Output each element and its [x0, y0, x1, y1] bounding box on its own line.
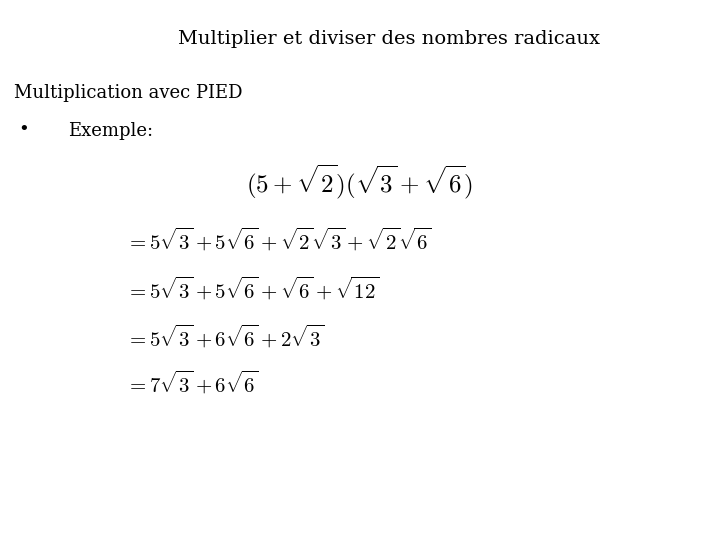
Text: $= 5\sqrt{3} + 5\sqrt{6} + \sqrt{2}\sqrt{3} + \sqrt{2}\sqrt{6}$: $= 5\sqrt{3} + 5\sqrt{6} + \sqrt{2}\sqrt… [126, 227, 431, 254]
Text: $= 5\sqrt{3} + 5\sqrt{6} + \sqrt{6} + \sqrt{12}$: $= 5\sqrt{3} + 5\sqrt{6} + \sqrt{6} + \s… [126, 275, 379, 302]
Text: •: • [18, 122, 29, 139]
Text: $(5 + \sqrt{2})(\sqrt{3} + \sqrt{6})$: $(5 + \sqrt{2})(\sqrt{3} + \sqrt{6})$ [246, 162, 474, 200]
Text: Exemple:: Exemple: [68, 122, 153, 139]
Text: Multiplication avec PIED: Multiplication avec PIED [14, 84, 243, 102]
Text: Multiplier et diviser des nombres radicaux: Multiplier et diviser des nombres radica… [178, 30, 600, 48]
Text: $= 5\sqrt{3} + 6\sqrt{6} + 2\sqrt{3}$: $= 5\sqrt{3} + 6\sqrt{6} + 2\sqrt{3}$ [126, 324, 324, 351]
Text: $= 7\sqrt{3} + 6\sqrt{6}$: $= 7\sqrt{3} + 6\sqrt{6}$ [126, 370, 258, 397]
